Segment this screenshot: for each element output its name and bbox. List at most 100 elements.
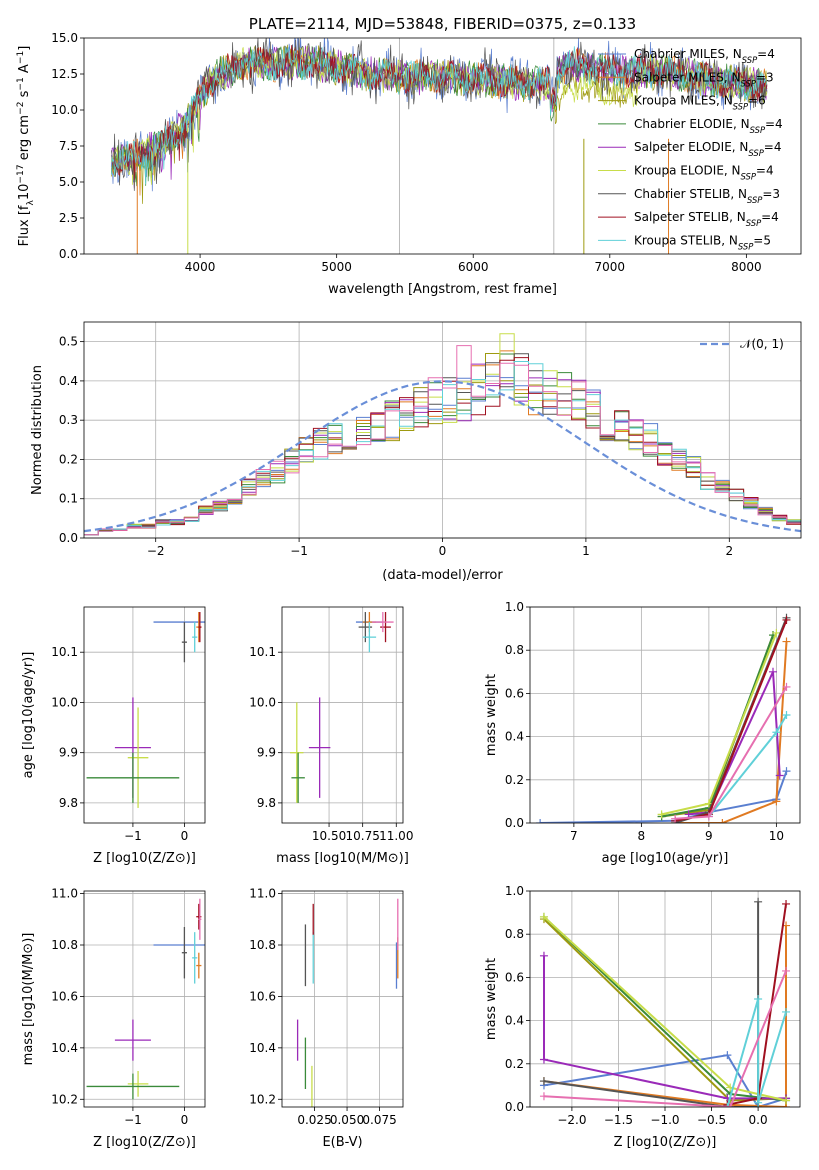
y-tick-label: 10.4 <box>51 1041 78 1055</box>
y-axis-label: age [log10(age/yr)] <box>21 652 36 779</box>
y-tick-label: 9.8 <box>257 796 276 810</box>
x-tick-label: −2.0 <box>557 1113 586 1127</box>
spectrum-line-kroupa-elodie <box>110 45 768 186</box>
weight-line-salpeter-miles <box>675 641 788 823</box>
normal-curve <box>84 380 801 533</box>
weight-point <box>782 899 791 908</box>
legend-entry: Kroupa ELODIE, NSSP=4 <box>634 164 774 182</box>
y-tick-label: 0.1 <box>59 492 78 506</box>
x-tick-label: 4000 <box>185 260 216 274</box>
y-tick-label: 12.5 <box>51 67 78 81</box>
y-tick-label: 10.0 <box>51 695 78 709</box>
weight-point <box>782 966 791 975</box>
x-tick-label: 8000 <box>731 260 762 274</box>
y-tick-label: 10.0 <box>51 103 78 117</box>
chart-title: PLATE=2114, MJD=53848, FIBERID=0375, z=0… <box>249 15 636 33</box>
plot-area-weight-vs-age <box>536 613 791 823</box>
y-tick-label: 9.9 <box>257 746 276 760</box>
x-tick-label: 10.75 <box>345 829 379 843</box>
y-axis-label: Flux [fλ10−17 erg cm−2 s−1 A−1] <box>16 46 36 247</box>
y-tick-label: 9.9 <box>59 746 78 760</box>
axes-mass-vs-Z: −1 0 10.2 10.4 10.6 10.8 11.0 mass [log10(M/M⊙)… <box>21 887 206 1150</box>
weight-line-chabrier-stelib <box>543 901 760 1107</box>
x-tick-label: −1 <box>124 1113 142 1127</box>
x-axis-label: E(B-V) <box>322 1135 362 1150</box>
x-tick-label: 8 <box>638 829 646 843</box>
plot-area-age-vs-Z <box>86 612 205 808</box>
x-tick-label: 2 <box>725 544 733 558</box>
weight-point <box>769 667 777 676</box>
legend-entry: Salpeter ELODIE, NSSP=4 <box>634 140 782 158</box>
y-tick-label: 7.5 <box>59 139 78 153</box>
legend-entry: Kroupa MILES, NSSP=6 <box>634 94 766 112</box>
axes-weight-vs-Z: −2.0 −1.5 −1.0 −0.5 0.0 0.0 0.2 0.4 0.6 0.8 1.0 mas… <box>484 884 801 1150</box>
y-tick-label: 9.8 <box>59 796 78 810</box>
x-tick-label: 0.050 <box>330 1113 364 1127</box>
weight-point <box>754 995 763 1003</box>
x-axis-label: Z [log10(Z/Z⊙)] <box>93 1135 196 1150</box>
weight-point <box>539 951 548 960</box>
weight-point <box>539 1077 548 1086</box>
axes-frame <box>281 890 404 1108</box>
axes-frame <box>83 890 206 1108</box>
weight-point <box>718 819 727 823</box>
x-axis-label: age [log10(age/yr)] <box>602 851 729 866</box>
x-tick-label: 6000 <box>458 260 489 274</box>
legend-entry: Chabrier MILES, NSSP=4 <box>634 47 775 65</box>
y-tick-label: 0.2 <box>59 452 78 466</box>
y-axis-label: mass [log10(M/M⊙)] <box>21 933 36 1066</box>
plot-area-weight-vs-Z <box>539 897 791 1107</box>
y-tick-label: 10.0 <box>249 695 276 709</box>
y-tick-label: 10.8 <box>51 938 78 952</box>
legend-entry: Kroupa STELIB, NSSP=5 <box>634 233 771 251</box>
axes-age-vs-Z: −1 0 9.8 9.9 10.0 10.1 age [log10(age/yr)] Z [l… <box>21 606 206 866</box>
weight-point <box>723 1051 732 1060</box>
y-tick-label: 10.2 <box>51 1092 78 1106</box>
y-tick-label: 0.3 <box>59 413 78 427</box>
y-tick-label: 1.0 <box>505 600 524 614</box>
y-tick-label: 0.6 <box>505 686 524 700</box>
legend-entry: Chabrier STELIB, NSSP=3 <box>634 187 780 205</box>
y-tick-label: 10.4 <box>249 1041 276 1055</box>
y-tick-label: 10.2 <box>249 1092 276 1106</box>
x-tick-label: 1 <box>582 544 590 558</box>
x-tick-label: −1 <box>290 544 308 558</box>
weight-point <box>539 912 548 921</box>
histogram-pink <box>84 345 801 536</box>
axes-weight-vs-age: 7 8 9 10 0.0 0.2 0.4 0.6 0.8 1.0 mass weight age [l… <box>484 600 801 866</box>
weight-point <box>782 637 791 646</box>
axes-frame <box>83 606 206 824</box>
histogram-kroupa-stelib <box>84 361 801 536</box>
x-tick-label: 0 <box>181 829 189 843</box>
x-tick-label: 0.025 <box>297 1113 331 1127</box>
weight-line-salpeter-miles <box>543 925 787 1107</box>
weight-point <box>782 682 791 691</box>
x-tick-label: −1.0 <box>650 1113 679 1127</box>
x-tick-label: 10.50 <box>312 829 346 843</box>
y-tick-label: 0.4 <box>505 1014 524 1028</box>
x-tick-label: 0 <box>439 544 447 558</box>
x-tick-label: 0.0 <box>749 1113 768 1127</box>
y-tick-label: 2.5 <box>59 211 78 225</box>
spectrum-line-kroupa-stelib <box>110 46 768 185</box>
x-tick-label: 7 <box>570 829 578 843</box>
y-tick-label: 0.0 <box>505 1100 524 1114</box>
weight-line-kroupa-stelib <box>726 998 787 1107</box>
weight-point <box>726 1103 735 1107</box>
weight-point <box>704 812 713 821</box>
x-axis-label: wavelength [Angstrom, rest frame] <box>328 282 557 297</box>
x-tick-label: −1 <box>124 829 142 843</box>
y-tick-label: 0.0 <box>59 247 78 261</box>
y-tick-label: 1.0 <box>505 884 524 898</box>
axes-frame <box>529 606 801 824</box>
x-tick-label: −1.5 <box>604 1113 633 1127</box>
y-tick-label: 0.2 <box>505 1057 524 1071</box>
y-tick-label: 11.0 <box>249 887 276 901</box>
x-axis-label: Z [log10(Z/Z⊙)] <box>614 1135 717 1150</box>
x-tick-label: 7000 <box>595 260 626 274</box>
y-tick-label: 10.6 <box>51 989 78 1003</box>
weight-point <box>536 819 545 823</box>
y-tick-label: 0.8 <box>505 643 524 657</box>
axes-frame <box>281 606 404 824</box>
